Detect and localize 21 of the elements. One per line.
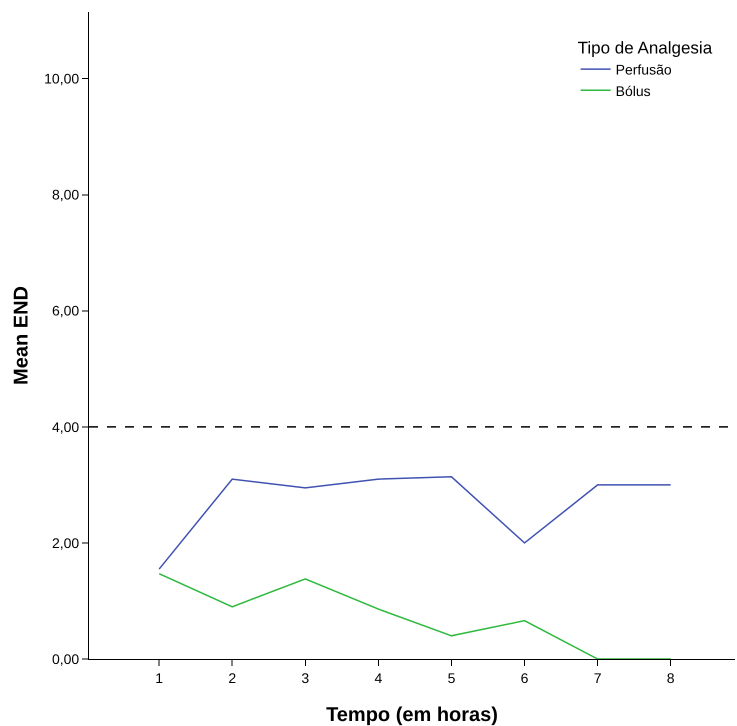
- line-series: [158, 572, 672, 659]
- x-tick-label: 1: [155, 670, 164, 686]
- legend-title: Tipo de Analgesia: [578, 38, 713, 58]
- x-tick-label: 8: [666, 670, 675, 686]
- x-tick-label: 3: [301, 670, 310, 686]
- y-tick-label: 0,00: [52, 650, 80, 667]
- line-series: [158, 476, 672, 570]
- y-tick-label: 8,00: [52, 186, 80, 203]
- x-tick-label: 4: [374, 670, 382, 686]
- x-tick-label: 2: [228, 670, 236, 686]
- legend-label: Bólus: [616, 82, 651, 99]
- x-tick-label: 5: [448, 670, 456, 686]
- x-tick-label: 7: [594, 670, 602, 686]
- y-tick-label: 10,00: [44, 70, 80, 87]
- y-tick-label: 4,00: [52, 418, 80, 435]
- y-tick-label: 6,00: [52, 302, 80, 319]
- legend-label: Perfusão: [616, 62, 672, 78]
- y-axis-title: Mean END: [10, 286, 33, 385]
- y-tick-label: 2,00: [52, 534, 80, 551]
- x-tick-label: 6: [520, 670, 529, 686]
- x-axis-title: Tempo (em horas): [326, 704, 498, 726]
